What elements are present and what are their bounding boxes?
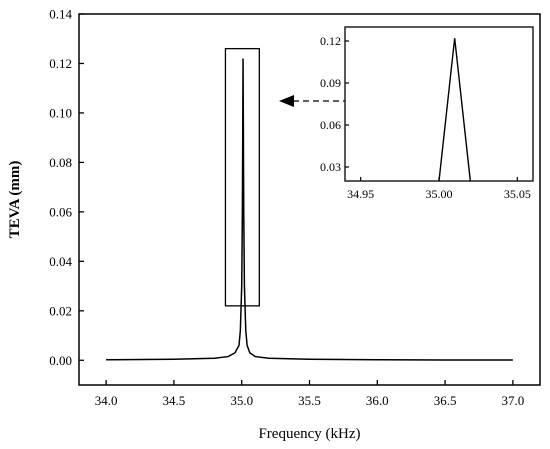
y-tick-label: 0.12: [49, 56, 72, 71]
y-tick-label: 0.14: [49, 7, 72, 22]
inset-x-tick-label: 35.00: [426, 187, 453, 201]
x-tick-label: 35.5: [298, 393, 321, 408]
main-y-ticks: 0.00 0.02 0.04 0.06 0.08 0.10 0.12 0.14: [49, 7, 84, 368]
x-tick-label: 35.0: [230, 393, 253, 408]
inset-x-tick-label: 35.05: [504, 187, 531, 201]
y-axis-title: TEVA (mm): [7, 161, 23, 239]
inset-y-tick-label: 0.06: [320, 118, 341, 132]
inset-x-ticks: 34.95 35.00 35.05: [347, 177, 531, 201]
x-tick-label: 36.5: [434, 393, 457, 408]
inset-y-ticks: 0.03 0.06 0.09 0.12: [320, 34, 349, 174]
x-tick-label: 34.0: [95, 393, 118, 408]
main-x-ticks: 34.0 34.5 35.0 35.5 36.0 36.5 37.0: [95, 380, 525, 408]
y-tick-label: 0.02: [49, 303, 72, 318]
x-tick-label: 37.0: [502, 393, 525, 408]
y-tick-label: 0.00: [49, 353, 72, 368]
x-axis-title: Frequency (kHz): [258, 426, 360, 442]
inset-y-tick-label: 0.03: [320, 160, 341, 174]
y-tick-label: 0.04: [49, 254, 72, 269]
inset-series-line: [438, 38, 472, 182]
data-series-line: [106, 58, 513, 361]
inset-x-tick-label: 34.95: [347, 187, 374, 201]
inset-background: [345, 27, 533, 181]
x-tick-label: 36.0: [366, 393, 389, 408]
y-tick-label: 0.10: [49, 105, 72, 120]
callout-arrowhead: [279, 95, 294, 107]
x-tick-label: 34.5: [163, 393, 186, 408]
inset-plot: 0.03 0.06 0.09 0.12 34.95 35.00 35.05: [320, 26, 534, 201]
main-plot: 0.000.020.040.060.080.100.120.14 34.0 34.…: [7, 7, 541, 442]
inset-y-tick-label: 0.09: [320, 76, 341, 90]
y-tick-label: 0.08: [49, 155, 72, 170]
inset-y-tick-label: 0.12: [320, 34, 341, 48]
highlight-box: [224, 47, 260, 307]
y-tick-label: 0.06: [49, 204, 72, 219]
